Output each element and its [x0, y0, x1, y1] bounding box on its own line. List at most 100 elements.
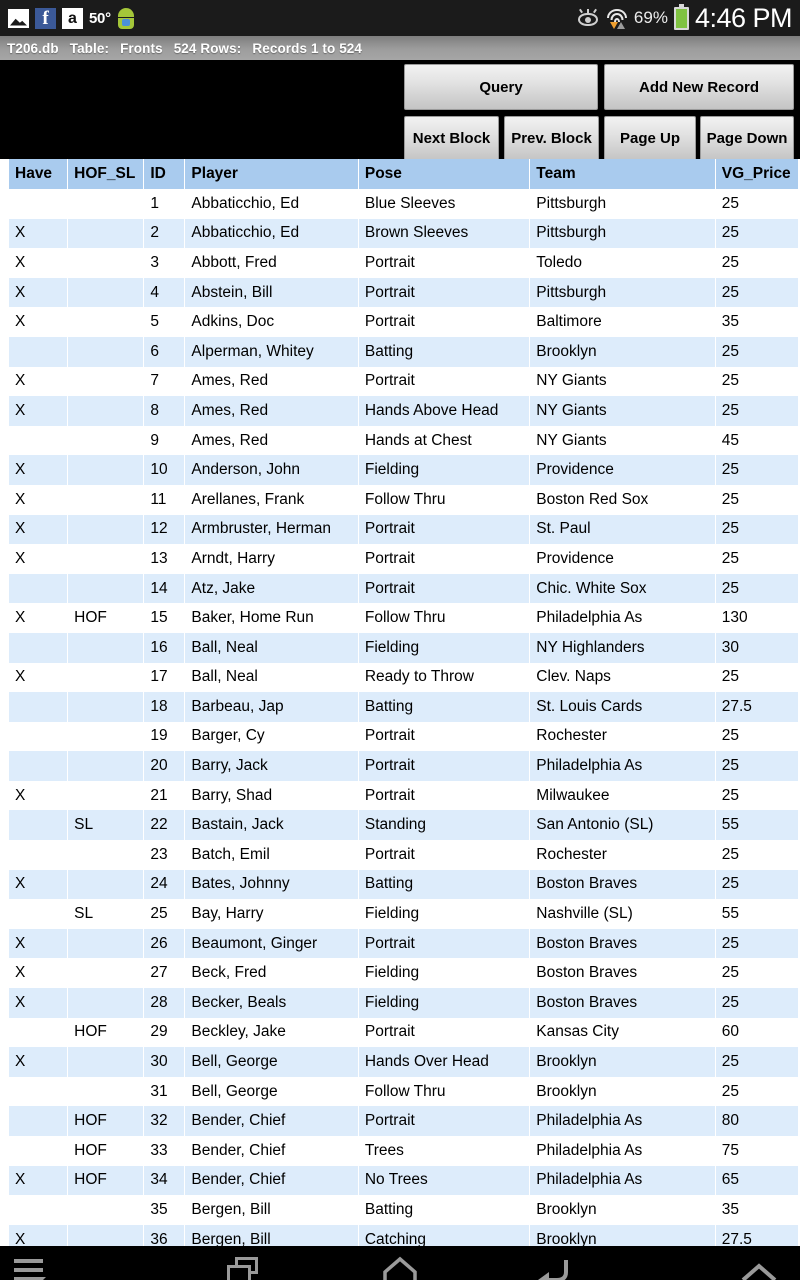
cell-pose[interactable]: Portrait — [358, 248, 530, 278]
cell-vg_price[interactable]: 25 — [715, 336, 798, 367]
cell-player[interactable]: Barger, Cy — [185, 721, 358, 752]
cell-have[interactable] — [9, 573, 68, 604]
cell-player[interactable]: Bergen, Bill — [185, 1224, 358, 1246]
cell-hof_sl[interactable] — [68, 218, 144, 249]
cell-have[interactable] — [9, 840, 68, 870]
column-header-player[interactable]: Player — [185, 159, 358, 189]
cell-team[interactable]: Chic. White Sox — [530, 573, 715, 604]
cell-team[interactable]: Philadelphia As — [530, 751, 715, 781]
cell-pose[interactable]: Fielding — [358, 899, 530, 929]
cell-team[interactable]: Boston Braves — [530, 869, 715, 900]
cell-have[interactable]: X — [9, 514, 68, 545]
cell-player[interactable]: Baker, Home Run — [185, 603, 358, 633]
expand-up-icon[interactable] — [740, 1261, 778, 1280]
cell-id[interactable]: 19 — [144, 721, 185, 752]
table-row[interactable]: X HOF 34 Bender, Chief No Trees Philadelphia … — [9, 1165, 798, 1196]
cell-id[interactable]: 36 — [144, 1224, 185, 1246]
cell-team[interactable]: NY Giants — [530, 425, 715, 456]
cell-player[interactable]: Abbaticchio, Ed — [185, 218, 358, 249]
cell-team[interactable]: Boston Red Sox — [530, 484, 715, 515]
cell-id[interactable]: 27 — [144, 958, 185, 989]
cell-have[interactable]: X — [9, 988, 68, 1018]
cell-id[interactable]: 31 — [144, 1076, 185, 1107]
cell-pose[interactable]: Portrait — [358, 366, 530, 397]
cell-team[interactable]: Boston Braves — [530, 958, 715, 989]
cell-hof_sl[interactable] — [68, 869, 144, 900]
cell-vg_price[interactable]: 25 — [715, 277, 798, 308]
cell-hof_sl[interactable]: HOF — [68, 1165, 144, 1196]
cell-team[interactable]: Boston Braves — [530, 988, 715, 1018]
cell-team[interactable]: Brooklyn — [530, 1076, 715, 1107]
cell-pose[interactable]: Portrait — [358, 307, 530, 337]
cell-hof_sl[interactable] — [68, 573, 144, 604]
cell-pose[interactable]: Portrait — [358, 1106, 530, 1136]
table-row[interactable]: X 13 Arndt, Harry Portrait Providence 25 — [9, 544, 798, 574]
cell-pose[interactable]: Fielding — [358, 455, 530, 485]
cell-team[interactable]: Baltimore — [530, 307, 715, 337]
cell-vg_price[interactable]: 35 — [715, 1195, 798, 1225]
cell-team[interactable]: Rochester — [530, 840, 715, 870]
cell-id[interactable]: 33 — [144, 1136, 185, 1166]
cell-player[interactable]: Batch, Emil — [185, 840, 358, 870]
cell-hof_sl[interactable] — [68, 189, 144, 219]
cell-id[interactable]: 28 — [144, 988, 185, 1018]
cell-player[interactable]: Bergen, Bill — [185, 1195, 358, 1225]
cell-hof_sl[interactable] — [68, 1224, 144, 1246]
cell-pose[interactable]: Batting — [358, 692, 530, 722]
cell-player[interactable]: Barbeau, Jap — [185, 692, 358, 722]
cell-id[interactable]: 30 — [144, 1047, 185, 1077]
cell-vg_price[interactable]: 25 — [715, 721, 798, 752]
back-icon[interactable] — [533, 1256, 573, 1280]
cell-have[interactable] — [9, 1076, 68, 1107]
cell-hof_sl[interactable] — [68, 662, 144, 693]
table-row[interactable]: 35 Bergen, Bill Batting Brooklyn 35 — [9, 1195, 798, 1225]
cell-player[interactable]: Arellanes, Frank — [185, 484, 358, 515]
cell-player[interactable]: Bender, Chief — [185, 1165, 358, 1196]
table-row[interactable]: X 11 Arellanes, Frank Follow Thru Boston Red… — [9, 484, 798, 515]
cell-pose[interactable]: Hands at Chest — [358, 425, 530, 456]
cell-player[interactable]: Barry, Jack — [185, 751, 358, 781]
cell-hof_sl[interactable] — [68, 425, 144, 456]
cell-have[interactable] — [9, 899, 68, 929]
cell-player[interactable]: Adkins, Doc — [185, 307, 358, 337]
cell-id[interactable]: 11 — [144, 484, 185, 515]
cell-team[interactable]: Pittsburgh — [530, 277, 715, 308]
cell-vg_price[interactable]: 65 — [715, 1165, 798, 1196]
cell-hof_sl[interactable] — [68, 544, 144, 574]
cell-have[interactable]: X — [9, 1165, 68, 1196]
table-row[interactable]: X 7 Ames, Red Portrait NY Giants 25 — [9, 366, 798, 397]
cell-team[interactable]: Nashville (SL) — [530, 899, 715, 929]
column-header-pose[interactable]: Pose — [358, 159, 530, 189]
cell-have[interactable]: X — [9, 1047, 68, 1077]
cell-team[interactable]: NY Giants — [530, 396, 715, 426]
cell-hof_sl[interactable] — [68, 988, 144, 1018]
cell-hof_sl[interactable] — [68, 840, 144, 870]
cell-pose[interactable]: Portrait — [358, 721, 530, 752]
cell-pose[interactable]: Follow Thru — [358, 1076, 530, 1107]
cell-team[interactable]: Pittsburgh — [530, 189, 715, 219]
cell-player[interactable]: Abbaticchio, Ed — [185, 189, 358, 219]
cell-pose[interactable]: Portrait — [358, 751, 530, 781]
cell-have[interactable] — [9, 632, 68, 663]
cell-id[interactable]: 32 — [144, 1106, 185, 1136]
cell-team[interactable]: Brooklyn — [530, 1047, 715, 1077]
cell-id[interactable]: 20 — [144, 751, 185, 781]
cell-id[interactable]: 3 — [144, 248, 185, 278]
column-header-team[interactable]: Team — [530, 159, 715, 189]
next-block-button[interactable]: Next Block — [404, 116, 499, 161]
cell-vg_price[interactable]: 25 — [715, 218, 798, 249]
cell-hof_sl[interactable] — [68, 928, 144, 959]
cell-have[interactable]: X — [9, 603, 68, 633]
cell-vg_price[interactable]: 35 — [715, 307, 798, 337]
cell-id[interactable]: 2 — [144, 218, 185, 249]
records-table-container[interactable]: Have HOF_SL ID Player Pose Team VG_Price 1 Abba… — [0, 159, 800, 1246]
cell-pose[interactable]: Fielding — [358, 632, 530, 663]
cell-team[interactable]: Boston Braves — [530, 928, 715, 959]
cell-have[interactable]: X — [9, 218, 68, 249]
home-icon[interactable] — [380, 1256, 420, 1280]
cell-team[interactable]: Philadelphia As — [530, 1165, 715, 1196]
table-row[interactable]: 14 Atz, Jake Portrait Chic. White Sox 25 — [9, 573, 798, 604]
cell-hof_sl[interactable] — [68, 780, 144, 811]
query-button[interactable]: Query — [404, 64, 598, 110]
table-row[interactable]: HOF 33 Bender, Chief Trees Philadelphia As 75 — [9, 1136, 798, 1166]
